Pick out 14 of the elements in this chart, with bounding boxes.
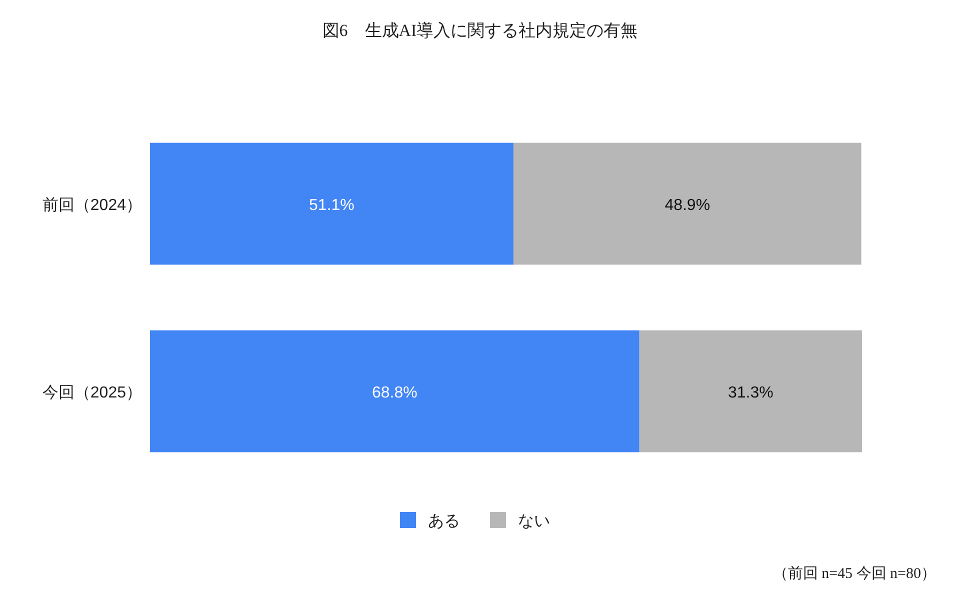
bar — [150, 142, 514, 265]
data-label: 31.3% — [728, 384, 774, 402]
data-label: 48.9% — [664, 196, 710, 214]
y-tick-label: 前回（2024） — [42, 196, 142, 214]
bar — [639, 330, 862, 452]
y-tick-label: 今回（2025） — [42, 384, 142, 402]
data-label: 68.8% — [372, 384, 418, 402]
chart-title: 図6 生成AI導入に関する社内規定の有無 — [322, 21, 638, 40]
data-label: 51.1% — [309, 196, 354, 214]
text: （前回 n=45 今回 n=80） — [772, 565, 936, 582]
bar — [513, 142, 862, 265]
legend-label: ない — [518, 513, 550, 530]
bar — [150, 330, 640, 452]
legend-label: ある — [428, 513, 460, 530]
